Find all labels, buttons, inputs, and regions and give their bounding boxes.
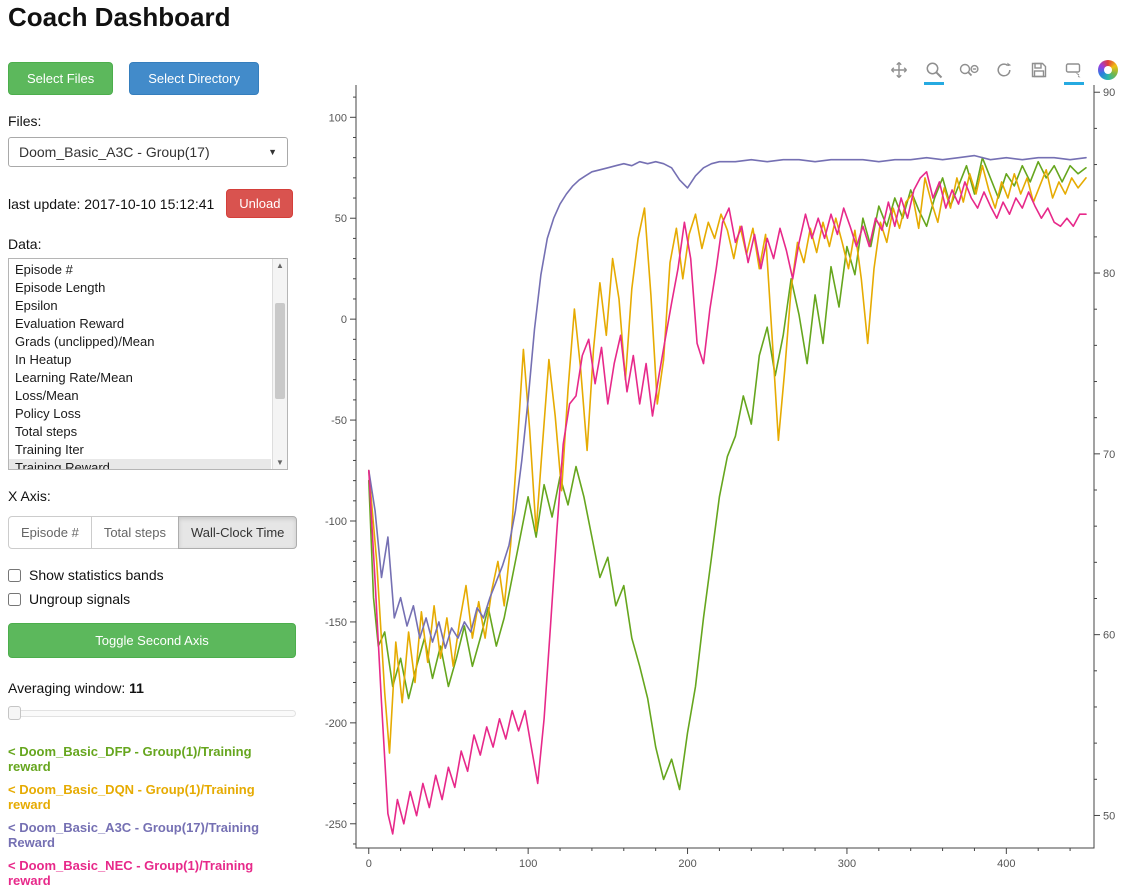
pan-tool-icon[interactable] <box>888 58 910 82</box>
svg-text:80: 80 <box>1103 268 1115 280</box>
data-list-item[interactable]: Loss/Mean <box>15 388 79 403</box>
legend-entry[interactable]: < Doom_Basic_DQN - Group(1)/Training rew… <box>8 782 255 812</box>
axis-ticks <box>350 91 1100 854</box>
wheel-zoom-tool-icon[interactable] <box>958 58 980 82</box>
chart-series <box>368 156 1087 791</box>
select-directory-button[interactable]: Select Directory <box>129 62 259 95</box>
svg-text:-150: -150 <box>325 617 347 629</box>
svg-text:70: 70 <box>1103 449 1115 461</box>
svg-text:0: 0 <box>341 314 347 326</box>
plot-area[interactable]: 0 100 200 300 400 100 50 0 -50 -100 -150 -200 -250 90… <box>300 50 1140 885</box>
hover-tool-icon[interactable] <box>1063 58 1085 85</box>
axis-tick-labels: 0 100 200 300 400 100 50 0 -50 -100 -150 -200 -250 90… <box>325 87 1115 870</box>
plot-toolbar <box>888 58 1118 85</box>
data-list-scrollbar[interactable]: ▲ ▼ <box>272 259 287 469</box>
data-list[interactable]: Episode # Episode Length Epsilon Evaluation… <box>8 258 288 470</box>
x-axis-wall-clock-button[interactable]: Wall-Clock Time <box>177 516 298 549</box>
plot-canvas[interactable]: 0 100 200 300 400 100 50 0 -50 -100 -150 -200 -250 90… <box>300 50 1140 880</box>
svg-text:200: 200 <box>678 858 696 870</box>
file-dropdown[interactable]: Doom_Basic_A3C - Group(17) ▼ <box>8 137 288 167</box>
x-axis-label: X Axis: <box>8 488 51 504</box>
svg-text:50: 50 <box>1103 810 1115 822</box>
x-axis-total-steps-button[interactable]: Total steps <box>90 516 179 549</box>
data-list-item[interactable]: Training Reward <box>9 459 271 469</box>
show-statistics-bands-checkbox[interactable] <box>8 568 21 582</box>
files-label: Files: <box>8 113 42 129</box>
legend-entry[interactable]: < Doom_Basic_NEC - Group(1)/Training rew… <box>8 858 254 888</box>
data-list-item[interactable]: Evaluation Reward <box>15 316 125 331</box>
data-list-item[interactable]: Epsilon <box>15 298 58 313</box>
box-zoom-tool-icon[interactable] <box>923 58 945 85</box>
caret-down-icon: ▼ <box>268 147 277 157</box>
x-axis-segmented-control: Episode # Total steps Wall-Clock Time <box>8 516 298 549</box>
file-dropdown-value: Doom_Basic_A3C - Group(17) <box>19 144 210 160</box>
averaging-window-slider[interactable] <box>8 706 296 720</box>
svg-text:400: 400 <box>997 858 1015 870</box>
show-statistics-bands-row[interactable]: Show statistics bands <box>8 567 298 583</box>
slider-track[interactable] <box>8 710 296 717</box>
data-list-item[interactable]: Grads (unclipped)/Mean <box>15 334 155 349</box>
show-statistics-bands-label: Show statistics bands <box>29 567 164 583</box>
data-list-item[interactable]: Training Iter <box>15 442 84 457</box>
scroll-down-icon[interactable]: ▼ <box>276 458 284 467</box>
svg-text:100: 100 <box>519 858 537 870</box>
legend-entry[interactable]: < Doom_Basic_A3C - Group(17)/Training Re… <box>8 820 260 850</box>
page-title: Coach Dashboard <box>8 2 231 32</box>
ungroup-signals-checkbox[interactable] <box>8 592 21 606</box>
ungroup-signals-label: Ungroup signals <box>29 591 131 607</box>
save-tool-icon[interactable] <box>1028 58 1050 82</box>
chart-series <box>368 171 1087 835</box>
select-files-button[interactable]: Select Files <box>8 62 114 95</box>
svg-text:60: 60 <box>1103 630 1115 642</box>
averaging-window-label: Averaging window: <box>8 680 126 696</box>
axes-frame <box>355 85 1095 849</box>
svg-text:-100: -100 <box>325 516 347 528</box>
svg-text:50: 50 <box>335 213 347 225</box>
bokeh-logo[interactable] <box>1098 60 1118 80</box>
toggle-second-axis-button[interactable]: Toggle Second Axis <box>8 623 296 658</box>
svg-text:90: 90 <box>1103 87 1115 99</box>
slider-handle[interactable] <box>8 706 21 720</box>
svg-text:-50: -50 <box>331 415 347 427</box>
averaging-window-value: 11 <box>129 680 144 696</box>
chart-series <box>368 164 1087 754</box>
svg-text:300: 300 <box>838 858 856 870</box>
reset-tool-icon[interactable] <box>993 58 1015 82</box>
ungroup-signals-row[interactable]: Ungroup signals <box>8 591 298 607</box>
legend-entry[interactable]: < Doom_Basic_DFP - Group(1)/Training rew… <box>8 744 252 774</box>
last-update-text: last update: 2017-10-10 15:12:41 <box>8 195 215 212</box>
data-list-item[interactable]: Episode # <box>15 262 73 277</box>
chart-series <box>368 154 1087 650</box>
svg-text:100: 100 <box>329 112 347 124</box>
data-list-item[interactable]: Total steps <box>15 424 78 439</box>
svg-text:-250: -250 <box>325 819 347 831</box>
data-list-item[interactable]: Episode Length <box>15 280 106 295</box>
legend: < Doom_Basic_DFP - Group(1)/Training rew… <box>8 744 290 888</box>
data-list-item[interactable]: Learning Rate/Mean <box>15 370 133 385</box>
sidebar: Select Files Select Directory Files: Doo… <box>8 62 298 896</box>
data-list-item[interactable]: Policy Loss <box>15 406 81 421</box>
data-label: Data: <box>8 236 42 252</box>
x-axis-episode-button[interactable]: Episode # <box>8 516 92 549</box>
svg-text:-200: -200 <box>325 718 347 730</box>
scroll-up-icon[interactable]: ▲ <box>276 261 284 270</box>
chart-panel: 0 100 200 300 400 100 50 0 -50 -100 -150 -200 -250 90… <box>300 50 1142 881</box>
data-list-item[interactable]: In Heatup <box>15 352 72 367</box>
svg-text:0: 0 <box>366 858 372 870</box>
unload-button[interactable]: Unload <box>226 189 294 218</box>
scrollbar-thumb[interactable] <box>275 303 285 399</box>
